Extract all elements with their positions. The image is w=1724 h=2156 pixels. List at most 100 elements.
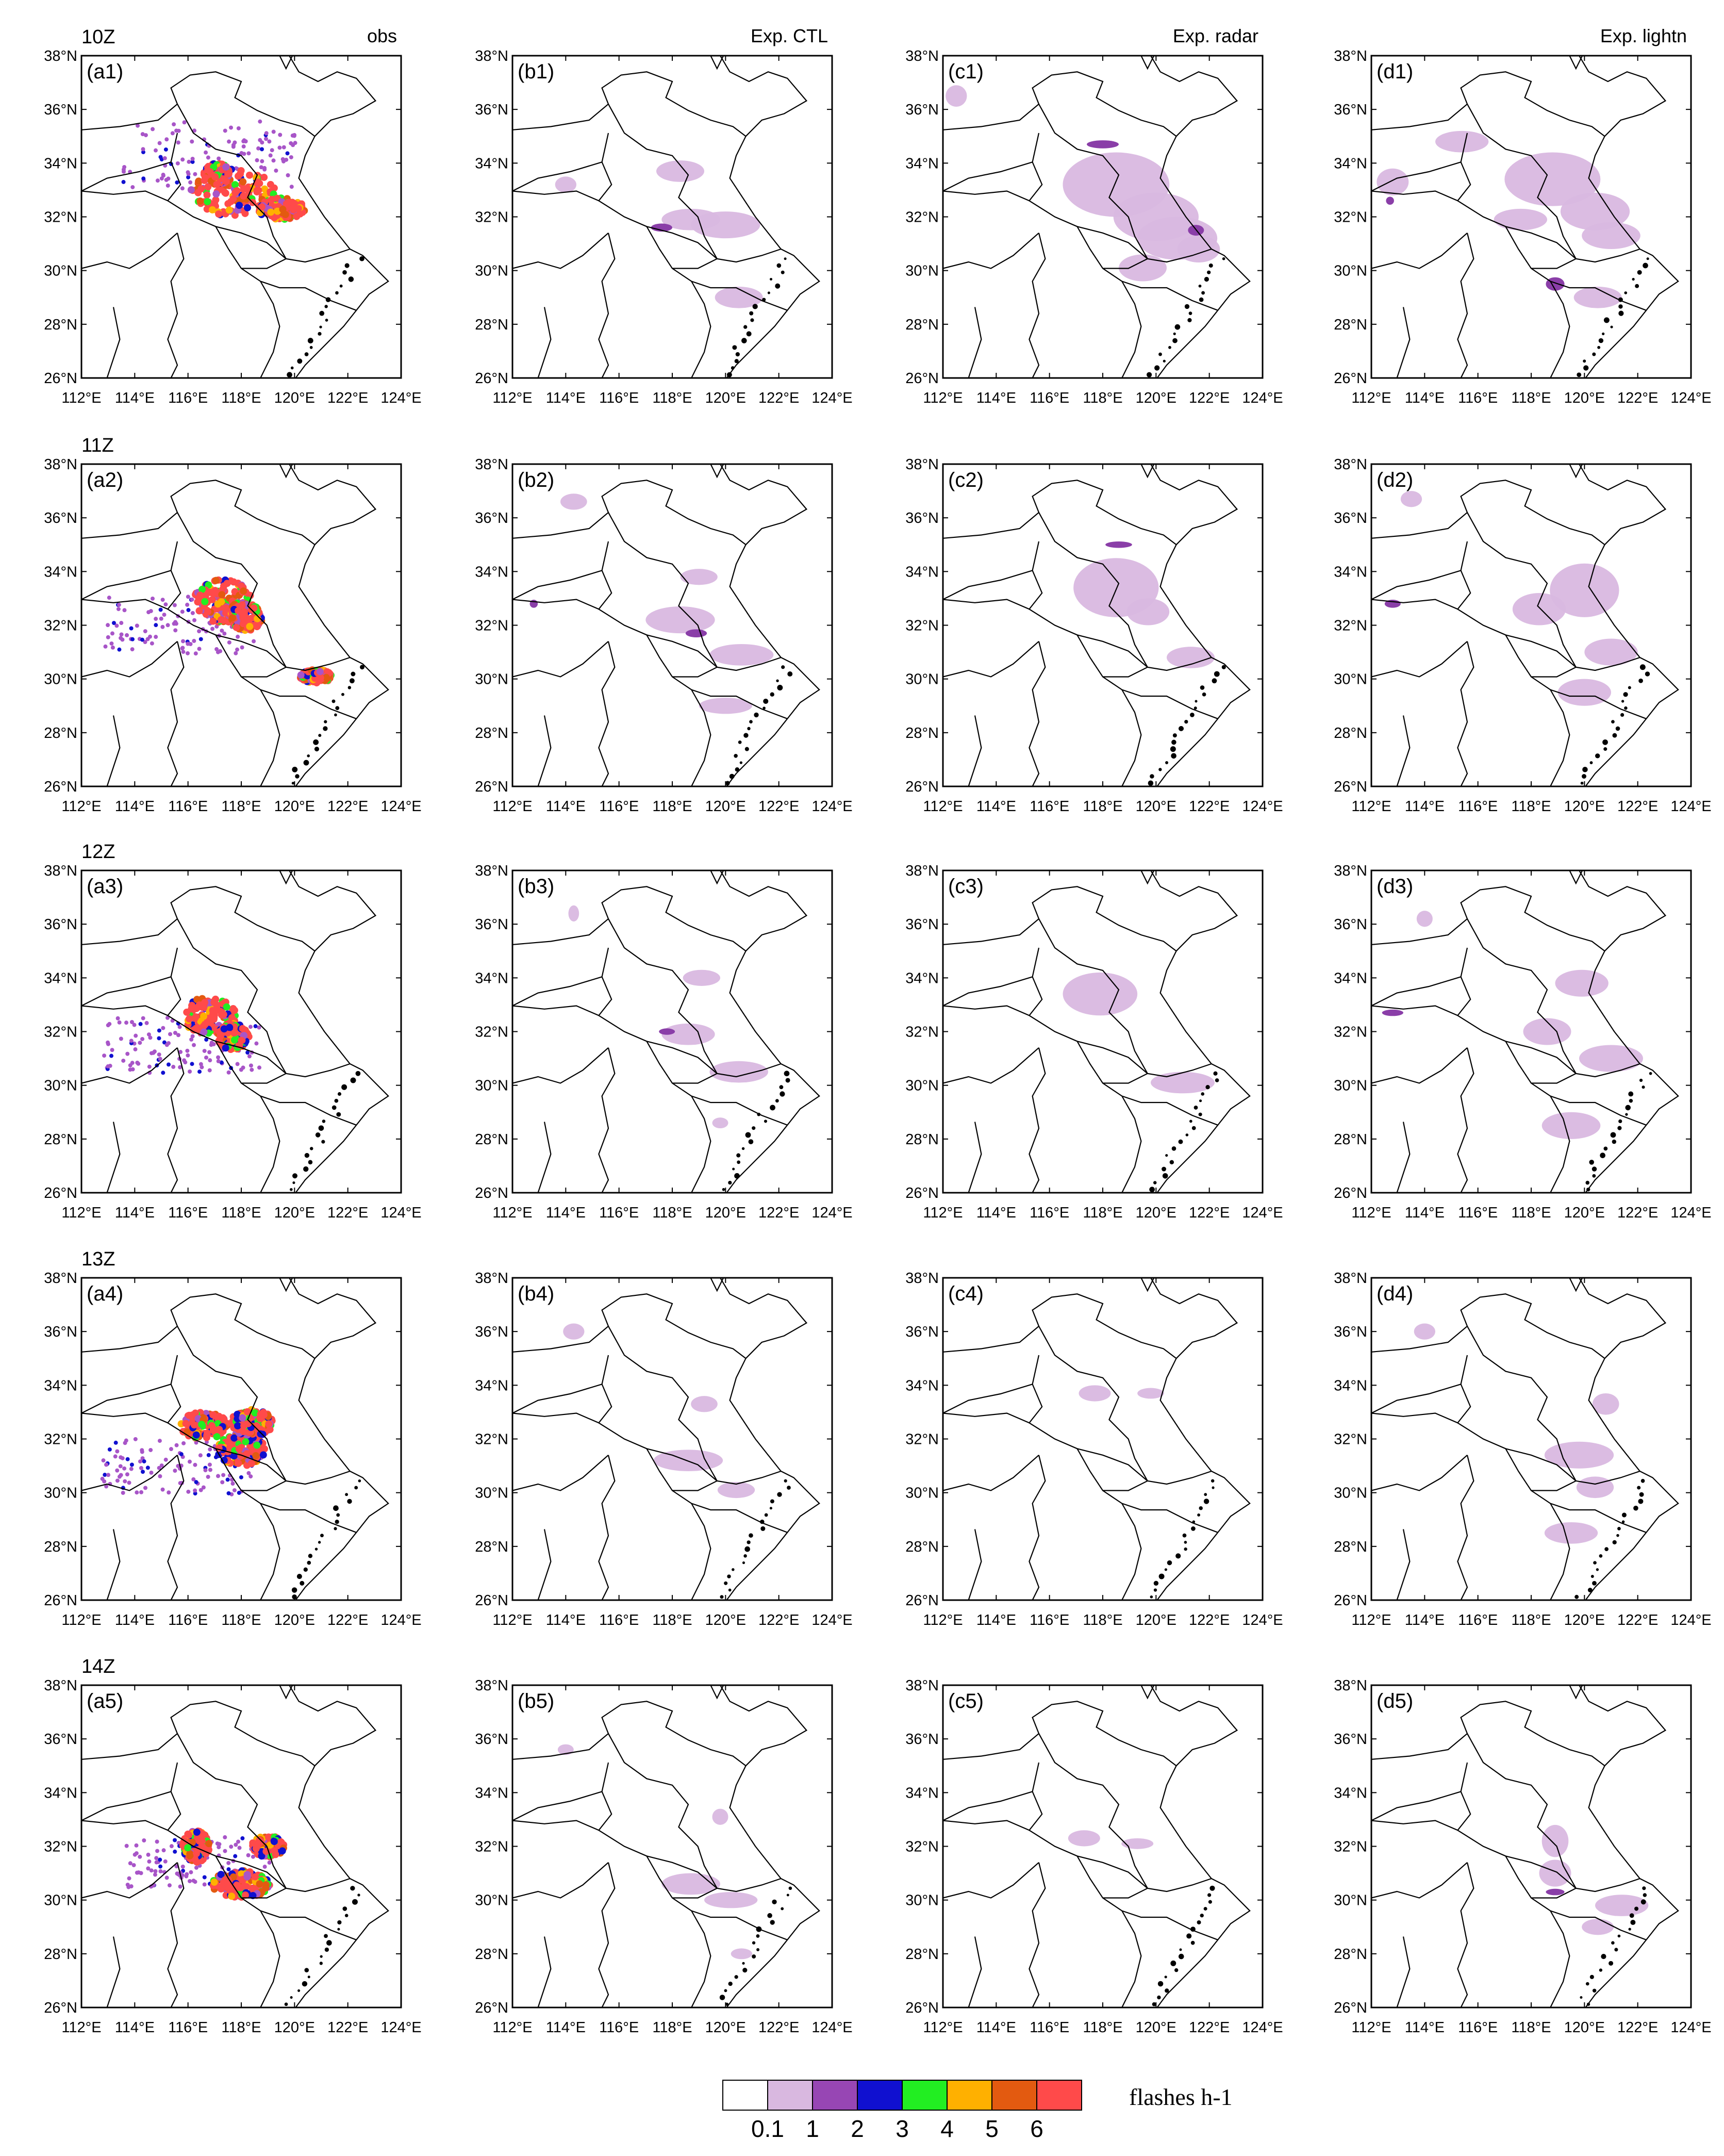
obs-flash-point xyxy=(198,1488,203,1492)
lat-tick-label: 32°N xyxy=(1334,618,1367,634)
boundary-line xyxy=(1029,233,1046,378)
obs-flash-point xyxy=(157,1439,162,1443)
obs-flash-point xyxy=(270,148,274,153)
boundary-line xyxy=(279,464,293,479)
boundary-line xyxy=(241,1073,287,1084)
obs-flash-point xyxy=(124,1844,129,1848)
island xyxy=(1203,1499,1209,1504)
obs-flash-cluster-point xyxy=(222,163,230,171)
obs-flash-point xyxy=(141,176,146,181)
model-flash-area xyxy=(1494,208,1547,231)
obs-flash-point xyxy=(223,1835,227,1839)
obs-flash-point xyxy=(142,1459,146,1463)
panel-label: (d2) xyxy=(1377,469,1413,491)
obs-flash-point xyxy=(202,1875,207,1880)
island xyxy=(1632,277,1635,281)
island xyxy=(292,766,298,772)
obs-flash-point xyxy=(181,650,186,654)
lon-tick-label: 114°E xyxy=(115,1612,155,1628)
lon-tick-label: 122°E xyxy=(1617,798,1658,815)
lon-tick-label: 118°E xyxy=(1083,390,1122,406)
lon-tick-label: 122°E xyxy=(1189,1612,1230,1628)
model-flash-area xyxy=(715,286,763,308)
model-flash-area-high xyxy=(685,629,707,637)
obs-flash-point xyxy=(132,1023,137,1027)
obs-flash-cluster-point xyxy=(227,198,235,205)
island xyxy=(1215,1078,1219,1082)
boundary-line xyxy=(1467,1733,1577,1889)
lon-tick-label: 118°E xyxy=(1511,2019,1551,2036)
obs-flash-point xyxy=(197,1069,202,1074)
boundary-line xyxy=(167,233,185,378)
island xyxy=(322,1120,326,1123)
panel-label: (c1) xyxy=(948,60,984,83)
boundary-line xyxy=(289,464,389,786)
map-background xyxy=(943,1685,1263,2007)
obs-flash-cluster-point xyxy=(221,1876,229,1884)
boundary-line xyxy=(1579,1278,1679,1600)
obs-flash-cluster-point xyxy=(195,607,203,615)
island xyxy=(1222,257,1225,260)
boundary-line xyxy=(260,1095,357,1126)
model-flash-area xyxy=(1592,1393,1619,1415)
obs-flash-point xyxy=(184,1874,189,1879)
lat-tick-label: 26°N xyxy=(905,1592,939,1609)
boundary-line xyxy=(1531,1073,1577,1084)
obs-flash-point xyxy=(134,1843,139,1848)
lat-tick-label: 38°N xyxy=(475,48,508,64)
obs-flash-point xyxy=(193,1462,197,1467)
map-background xyxy=(81,1685,401,2007)
obs-flash-cluster-point xyxy=(223,1003,230,1011)
island xyxy=(728,1981,733,1986)
boundary-line xyxy=(289,56,389,378)
lat-tick-label: 38°N xyxy=(1334,1677,1367,1694)
boundary-line xyxy=(608,1326,718,1482)
island xyxy=(1170,1960,1176,1966)
island xyxy=(323,726,328,731)
island xyxy=(1184,1541,1187,1544)
boundary-line xyxy=(968,1936,982,2007)
obs-flash-point xyxy=(258,138,262,142)
obs-flash-point xyxy=(190,597,194,602)
colorbar-swatch xyxy=(947,2080,992,2111)
island xyxy=(762,706,766,710)
obs-flash-cluster-point xyxy=(183,1008,191,1016)
island xyxy=(1621,700,1624,703)
model-flash-area xyxy=(712,1808,728,1825)
lon-tick-label: 120°E xyxy=(274,2019,315,2036)
island xyxy=(337,1928,340,1931)
obs-flash-cluster-point xyxy=(257,1410,264,1418)
island xyxy=(1190,1940,1195,1945)
lon-tick-label: 124°E xyxy=(380,1205,421,1221)
obs-flash-point xyxy=(136,1061,141,1066)
obs-flash-point xyxy=(173,1838,177,1842)
obs-flash-point xyxy=(225,1477,230,1482)
island xyxy=(344,1914,349,1917)
obs-flash-cluster-point xyxy=(220,175,227,183)
obs-flash-point xyxy=(204,1440,209,1444)
lon-tick-label: 120°E xyxy=(1564,1612,1605,1628)
island xyxy=(760,1519,765,1524)
island xyxy=(1602,739,1608,745)
island xyxy=(1637,1486,1641,1490)
island xyxy=(355,1071,361,1076)
model-flash-area xyxy=(712,1117,728,1128)
island xyxy=(1212,678,1217,684)
obs-flash-point xyxy=(190,1034,195,1039)
boundary-line xyxy=(598,1015,782,1078)
island xyxy=(1617,1527,1621,1530)
lon-tick-label: 116°E xyxy=(168,1612,208,1628)
obs-flash-point xyxy=(178,1050,183,1055)
island xyxy=(318,1125,324,1131)
island xyxy=(360,665,364,670)
colorbar-swatch xyxy=(767,2080,813,2111)
boundary-line xyxy=(177,1326,287,1482)
island xyxy=(1199,297,1204,302)
lat-tick-label: 34°N xyxy=(905,1377,939,1394)
obs-flash-point xyxy=(106,1473,111,1477)
island xyxy=(1645,671,1650,677)
model-flash-area xyxy=(731,1948,753,1960)
island xyxy=(1602,332,1605,335)
obs-flash-point xyxy=(203,1468,208,1473)
obs-flash-cluster-point xyxy=(239,1025,246,1032)
